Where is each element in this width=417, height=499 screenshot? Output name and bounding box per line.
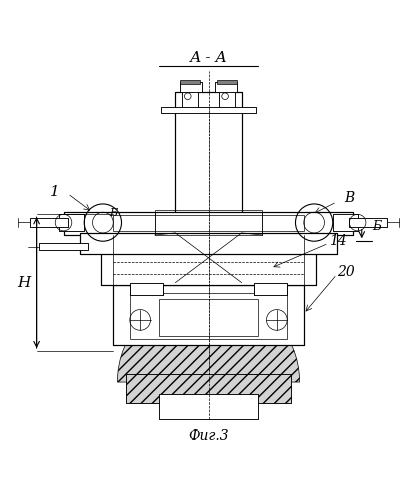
Bar — [30, 218, 68, 227]
Bar — [254, 282, 287, 295]
Bar — [254, 282, 287, 295]
Bar — [161, 107, 256, 113]
Bar — [80, 233, 337, 253]
Bar — [181, 82, 198, 109]
Bar — [179, 82, 202, 92]
Bar — [101, 235, 316, 285]
Text: В: В — [344, 191, 354, 205]
Bar — [159, 395, 258, 419]
Bar — [30, 218, 68, 227]
Text: Фиг.3: Фиг.3 — [188, 429, 229, 443]
Bar — [63, 212, 354, 235]
Text: 20: 20 — [337, 265, 355, 279]
Bar — [39, 243, 88, 250]
Text: 14: 14 — [329, 234, 347, 248]
Bar — [176, 92, 241, 233]
Text: 1: 1 — [50, 185, 60, 199]
Bar — [215, 82, 238, 92]
Bar — [63, 212, 354, 235]
Bar — [113, 285, 304, 345]
Bar — [155, 210, 262, 235]
Bar — [349, 218, 387, 227]
Bar — [126, 374, 291, 403]
Bar — [215, 82, 238, 92]
Text: Б: Б — [372, 220, 381, 233]
Bar — [130, 282, 163, 295]
Bar — [39, 243, 88, 250]
Text: Б: Б — [109, 209, 117, 219]
Bar — [159, 299, 258, 336]
Bar — [113, 215, 304, 231]
Bar — [219, 82, 236, 109]
Bar — [101, 235, 316, 285]
Bar — [333, 214, 358, 231]
Bar — [161, 107, 256, 113]
Bar — [333, 214, 358, 231]
Bar — [349, 218, 387, 227]
Bar — [179, 82, 202, 92]
Bar — [159, 395, 258, 419]
Bar — [176, 92, 241, 233]
Bar — [80, 233, 337, 253]
Bar — [59, 214, 84, 231]
Text: Н: Н — [18, 275, 31, 289]
Bar — [219, 82, 236, 109]
Text: А - А: А - А — [190, 51, 227, 65]
Wedge shape — [117, 291, 300, 382]
Bar — [130, 293, 287, 338]
Bar — [217, 80, 238, 84]
Bar — [126, 374, 291, 403]
Bar — [113, 285, 304, 345]
Bar — [130, 282, 163, 295]
Bar — [59, 214, 84, 231]
Bar — [179, 80, 200, 84]
Bar — [181, 82, 198, 109]
